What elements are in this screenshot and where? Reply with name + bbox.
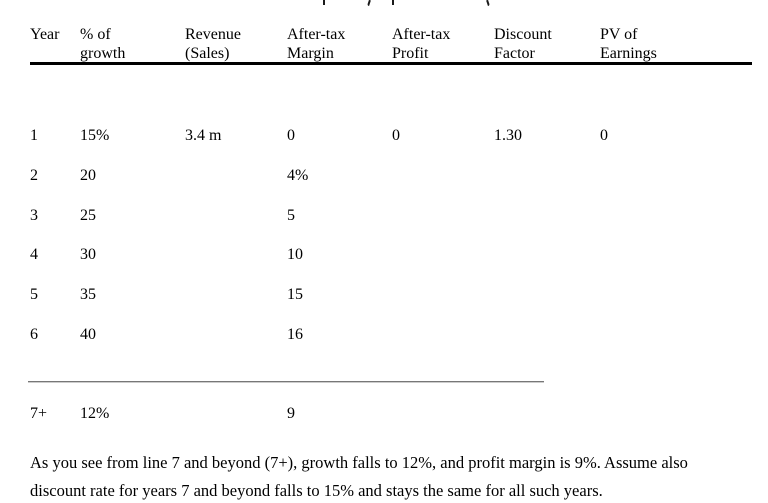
cell-pv [600,326,752,366]
cell-discount [494,207,600,247]
cell-pv [600,286,752,326]
cell-year: 6 [30,325,38,343]
column-header-line: (Sales) [185,45,230,62]
table-header-rule [30,62,752,65]
clipped-text-descender [323,0,325,5]
cell-growth: 20 [80,166,96,184]
column-header-revenue: Revenue (Sales) [185,25,287,63]
cell-revenue: 3.4 m [185,127,222,144]
cell-discount [494,405,600,425]
column-header-line: Year [30,26,60,43]
cell-margin: 9 [287,405,295,422]
cell-discount [494,246,600,286]
cell-pv: 0 [600,127,608,144]
column-header-line: growth [80,45,126,62]
cell-profit [392,207,494,247]
cell-profit [392,286,494,326]
cell-growth: 40 [80,325,96,343]
column-header-growth: % of growth [80,25,185,63]
column-header-line: After-tax [392,26,451,43]
column-header-line: Factor [494,45,535,62]
table-body: 1 15% 3.4 m 0 0 1.30 0 2 20 4% 3 25 5 [30,127,752,366]
cell-margin: 16 [287,325,303,343]
column-header-line: Discount [494,26,552,43]
cell-profit [392,405,494,425]
column-header-line: Margin [287,45,334,62]
note-line: As you see from line 7 and beyond (7+), … [30,453,688,472]
column-header-discount: Discount Factor [494,25,600,63]
column-header-line: PV of [600,26,638,43]
cell-discount [494,326,600,366]
cell-revenue [185,246,287,286]
column-header-profit: After-tax Profit [392,25,494,63]
cell-profit: 0 [392,127,400,144]
cell-pv [600,246,752,286]
column-header-line: Revenue [185,26,241,43]
cell-margin: 10 [287,246,303,264]
note-line: discount rate for years 7 and beyond fal… [30,481,603,500]
cell-revenue [185,405,287,425]
column-header-line: Profit [392,45,429,62]
cell-growth: 12% [80,405,110,422]
cell-growth: 25 [80,206,96,224]
cell-margin: 0 [287,127,295,144]
cell-revenue [185,207,287,247]
cell-growth: 30 [80,246,96,264]
cell-pv [600,405,752,425]
cell-growth: 35 [80,286,96,304]
table-row-terminal: 7+ 12% 9 [30,405,752,425]
cell-profit [392,246,494,286]
clipped-text-descender [486,0,490,7]
cell-year: 2 [30,166,38,184]
clipped-text-descender [367,0,371,7]
cell-year: 7+ [30,405,48,422]
cell-pv [600,207,752,247]
cell-year: 1 [30,127,38,144]
column-header-year: Year [30,25,80,63]
cell-margin: 5 [287,206,295,224]
cell-margin: 15 [287,286,303,304]
cell-profit [392,167,494,207]
clipped-text-descender [392,0,394,5]
column-header-line: After-tax [287,26,346,43]
cell-revenue [185,326,287,366]
cell-year: 5 [30,286,38,304]
cell-revenue [185,286,287,326]
cell-year: 3 [30,206,38,224]
column-header-margin: After-tax Margin [287,25,392,63]
table-header-row: Year % of growth Revenue (Sales) After-t… [30,25,752,63]
cell-discount [494,167,600,207]
cell-pv [600,167,752,207]
note-paragraph: As you see from line 7 and beyond (7+), … [30,449,768,503]
cell-discount: 1.30 [494,127,522,144]
cell-discount [494,286,600,326]
cell-growth: 15% [80,127,110,144]
cell-year: 4 [30,246,38,264]
cell-revenue [185,167,287,207]
column-header-line: % of [80,26,111,43]
column-header-pv: PV of Earnings [600,25,752,63]
column-header-line: Earnings [600,45,657,62]
table-section-divider [28,381,544,383]
cell-margin: 4% [287,166,309,184]
cell-profit [392,326,494,366]
